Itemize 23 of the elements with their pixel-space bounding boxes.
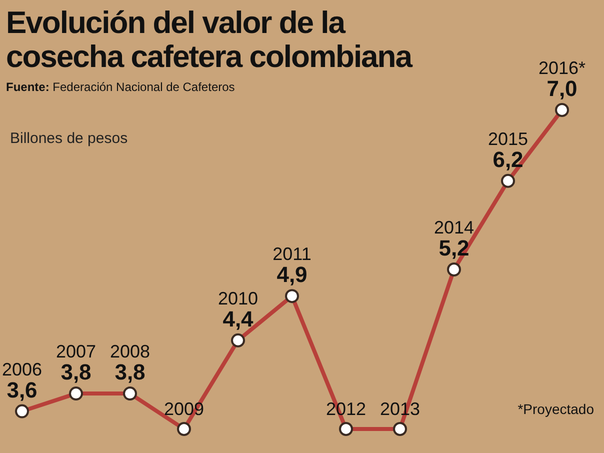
x-tick-label: 2010 xyxy=(218,288,258,308)
x-tick-label: 2007 xyxy=(56,342,96,362)
data-label: 6,2 xyxy=(492,146,524,172)
data-label: 3,8 xyxy=(114,360,146,385)
x-tick-label: 2008 xyxy=(110,342,150,362)
x-tick-label: 2013 xyxy=(380,399,420,419)
data-label: 3,6 xyxy=(6,377,38,402)
data-label: 5,2 xyxy=(438,236,470,260)
source-note: Fuente: Federación Nacional de Cafeteros xyxy=(6,80,235,94)
x-tick-label: 2009 xyxy=(164,399,204,419)
x-tick-label: 2015 xyxy=(488,128,528,149)
chart-title: Evolución del valor de la cosecha cafetera colombiana xyxy=(6,5,414,74)
x-tick-label: 2012 xyxy=(326,399,366,419)
x-tick-label: 2014 xyxy=(434,218,474,238)
x-tick-label: 2006 xyxy=(2,359,42,380)
data-label: 4,9 xyxy=(276,262,308,288)
x-tick-label: 2011 xyxy=(272,244,312,264)
data-label: 3,8 xyxy=(60,360,92,385)
x-tick-label: 2016* xyxy=(538,58,586,78)
data-label: 4,4 xyxy=(222,306,254,332)
data-label: 7,0 xyxy=(546,76,578,101)
annotation: *Proyectado xyxy=(518,401,594,417)
y-axis-title: Billones de pesos xyxy=(10,130,128,147)
